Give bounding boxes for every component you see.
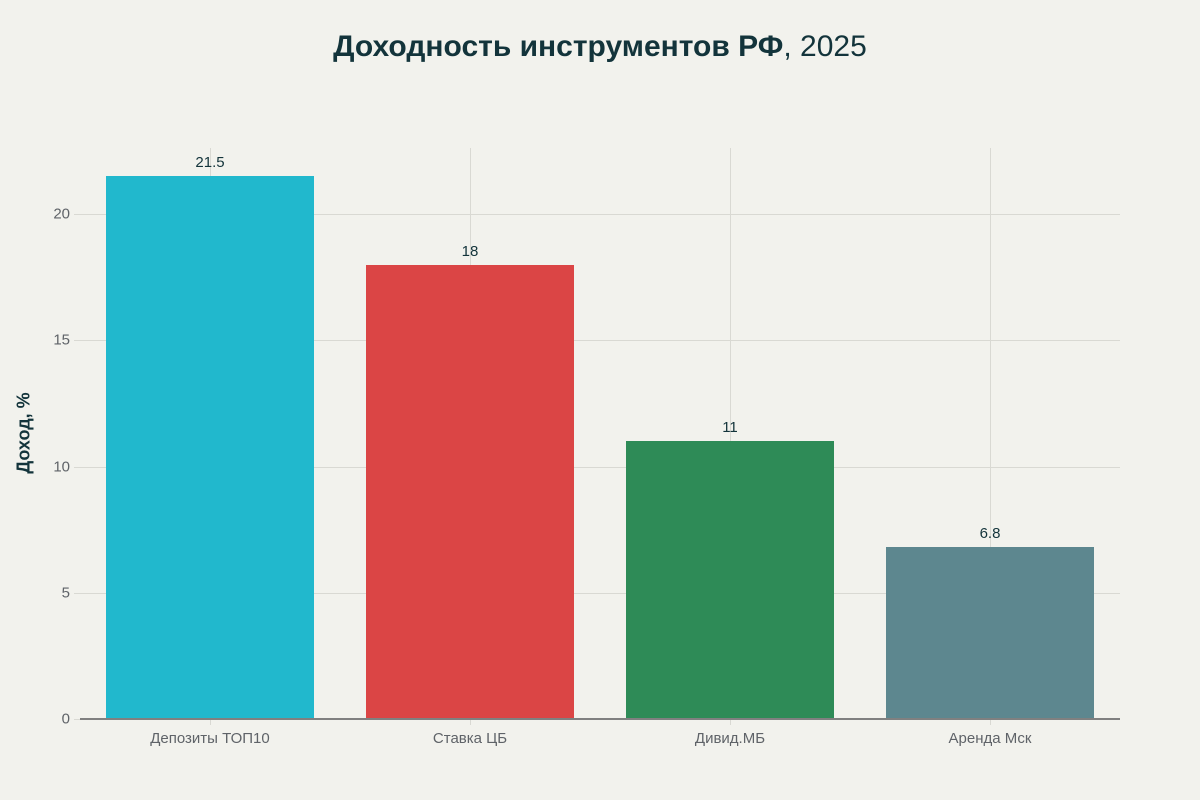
h-gridline (80, 214, 1120, 215)
h-gridline (80, 467, 1120, 468)
bar (626, 441, 834, 719)
bar (366, 264, 574, 719)
x-tick-label: Ставка ЦБ (432, 730, 508, 747)
y-tick-mark (74, 593, 80, 594)
bar-value-label: 21.5 (195, 154, 225, 172)
x-tick-label: Дивид.МБ (694, 730, 766, 747)
x-tick-mark (990, 720, 991, 725)
y-tick-label: 5 (61, 584, 70, 602)
y-tick-label: 20 (53, 205, 70, 223)
x-tick-label: Депозиты ТОП10 (150, 730, 270, 747)
chart-title-main: Доходность инструментов РФ (333, 30, 784, 63)
y-tick-mark (74, 340, 80, 341)
x-axis-line (80, 718, 1120, 720)
chart-title-year: , 2025 (783, 30, 867, 63)
v-gridline (730, 148, 731, 719)
bar (106, 176, 314, 719)
x-tick-mark (730, 720, 731, 725)
h-gridline (80, 340, 1120, 341)
bar (886, 547, 1094, 719)
x-tick-mark (210, 720, 211, 725)
bar-value-label: 11 (722, 419, 738, 437)
h-gridline (80, 593, 1120, 594)
y-tick-mark (74, 467, 80, 468)
bar-value-label: 18 (461, 242, 479, 260)
bar-value-label: 6.8 (979, 525, 1001, 543)
v-gridline (990, 148, 991, 719)
y-tick-label: 15 (53, 331, 70, 349)
y-tick-label: 0 (61, 710, 70, 728)
y-tick-label: 10 (53, 458, 70, 476)
x-tick-label: Аренда Мск (948, 730, 1032, 747)
y-tick-mark (74, 214, 80, 215)
x-tick-mark (470, 720, 471, 725)
y-tick-mark (74, 719, 80, 720)
chart-title: Доходность инструментов РФ, 2025 (0, 30, 1200, 64)
